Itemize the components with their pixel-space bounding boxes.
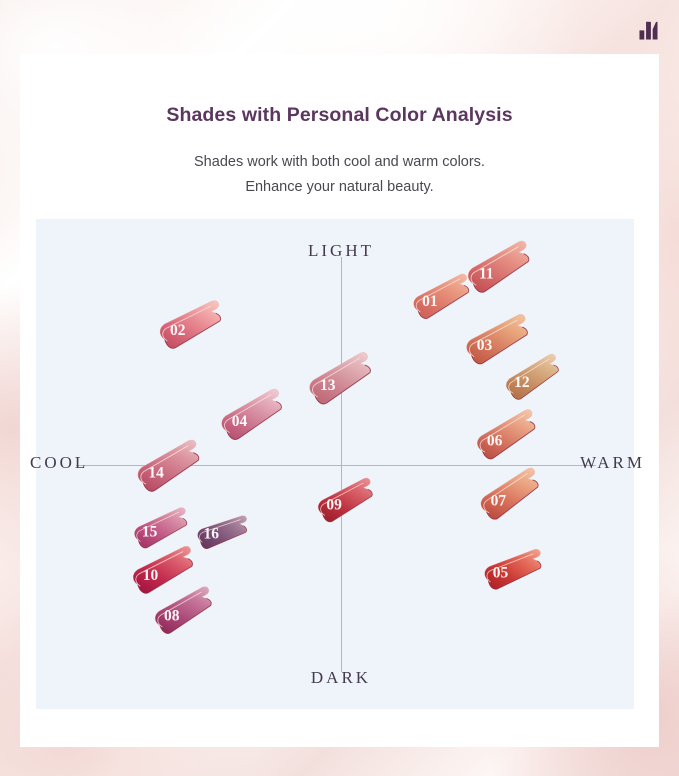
svg-text:10: 10 (143, 567, 159, 584)
svg-text:06: 06 (487, 433, 503, 450)
svg-text:13: 13 (320, 377, 336, 394)
svg-text:08: 08 (164, 608, 180, 625)
svg-text:11: 11 (479, 265, 494, 282)
svg-text:05: 05 (493, 564, 509, 581)
svg-text:15: 15 (142, 523, 158, 540)
svg-text:12: 12 (514, 374, 530, 391)
svg-text:01: 01 (422, 293, 438, 310)
svg-text:16: 16 (203, 526, 219, 543)
svg-text:03: 03 (477, 337, 493, 354)
svg-text:14: 14 (148, 464, 164, 481)
svg-text:09: 09 (326, 497, 342, 514)
svg-text:07: 07 (491, 493, 507, 510)
svg-text:04: 04 (232, 413, 248, 430)
svg-text:02: 02 (170, 322, 186, 339)
